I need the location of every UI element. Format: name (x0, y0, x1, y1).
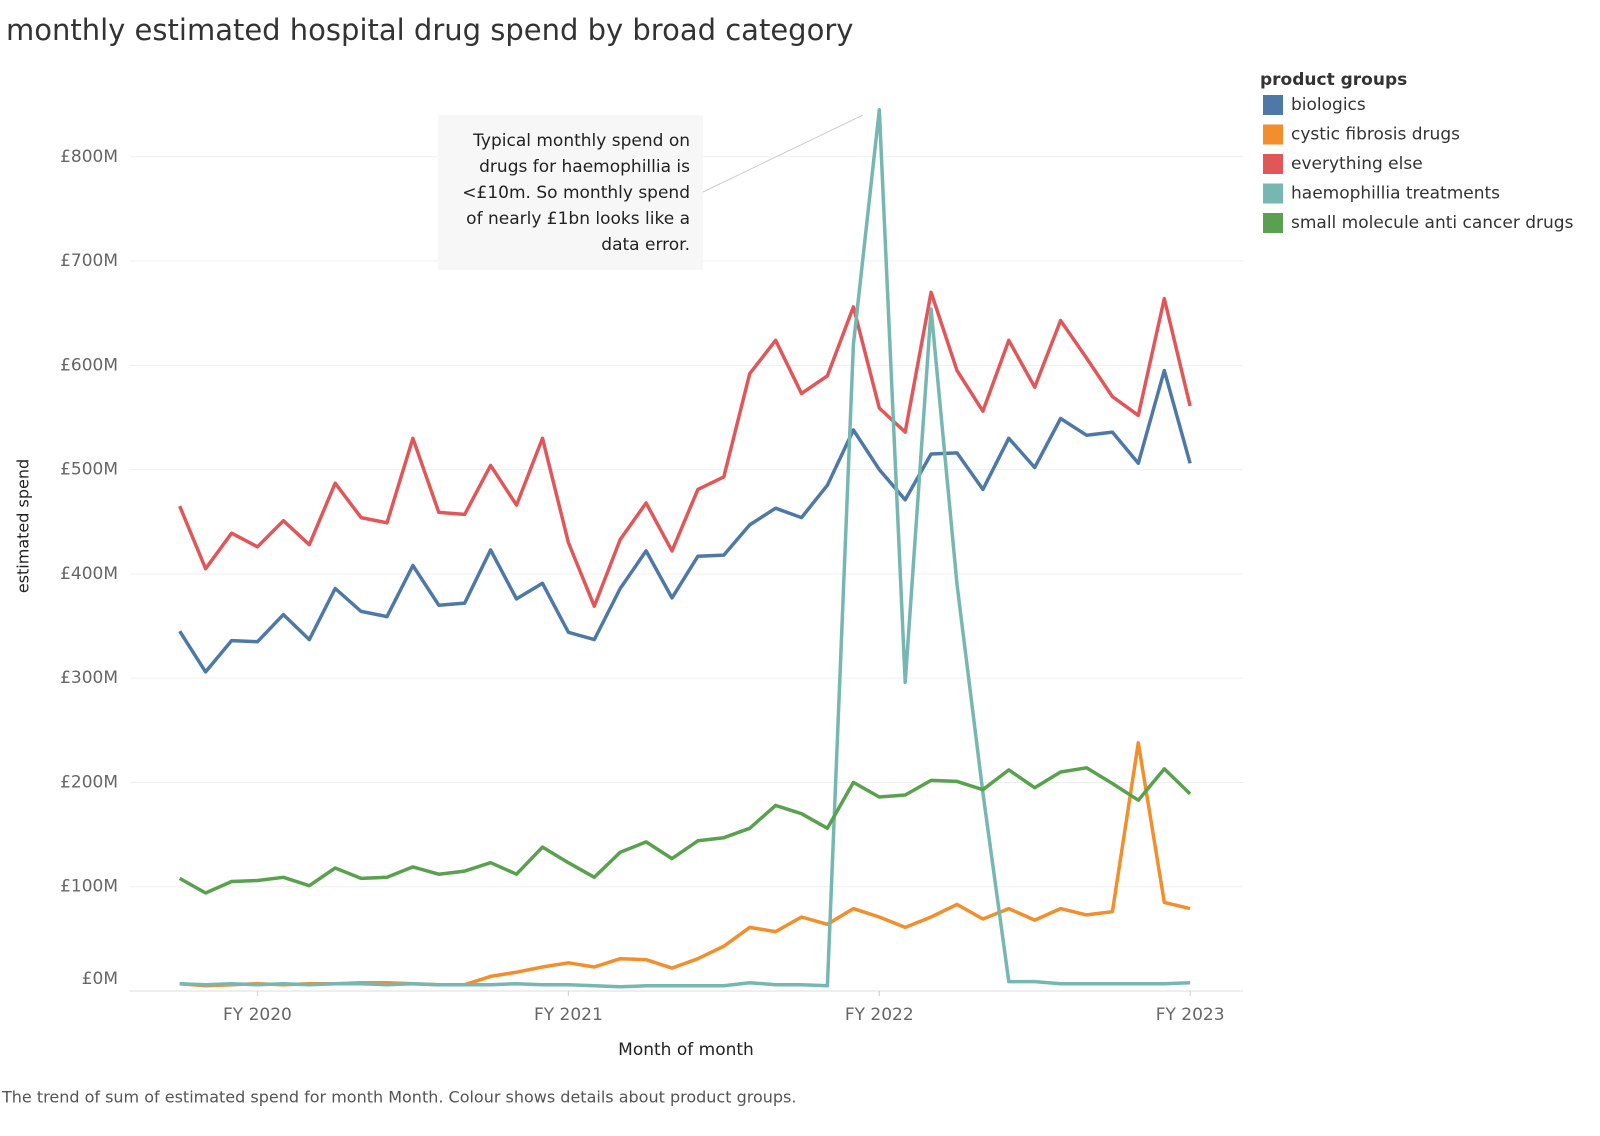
annotation-text: drugs for haemophillia is (479, 157, 690, 177)
chart-title: monthly estimated hospital drug spend by… (6, 13, 853, 47)
legend-swatch (1263, 213, 1283, 233)
y-tick-label: £700M (60, 251, 118, 271)
y-tick-label: £400M (60, 564, 118, 584)
series-line (178, 290, 1192, 608)
legend-swatch (1263, 95, 1283, 115)
series-line (179, 108, 1191, 989)
x-tick-label: FY 2021 (534, 1005, 603, 1025)
y-tick-label: £300M (60, 668, 118, 688)
annotation-text: Typical monthly spend on (472, 131, 690, 151)
y-tick-label: £600M (60, 355, 118, 375)
y-tick-label: £0M (82, 969, 118, 989)
annotation-box (438, 115, 703, 270)
legend-swatch (1263, 154, 1283, 174)
x-axis-title: Month of month (618, 1040, 754, 1060)
y-tick-label: £100M (60, 877, 118, 897)
legend-swatch (1263, 124, 1283, 145)
x-tick-label: FY 2023 (1156, 1005, 1225, 1025)
y-tick-label: £200M (60, 772, 118, 792)
legend-label: everything else (1291, 154, 1423, 174)
legend-swatch (1263, 183, 1283, 204)
caption: The trend of sum of estimated spend for … (1, 1088, 796, 1107)
legend-label: biologics (1291, 95, 1366, 115)
legend-label: haemophillia treatments (1291, 184, 1500, 204)
series-line (178, 368, 1192, 674)
legend-label: small molecule anti cancer drugs (1291, 213, 1574, 233)
annotation-connector (702, 114, 864, 193)
annotation-text: data error. (601, 235, 690, 255)
annotation-text: of nearly £1bn looks like a (466, 209, 690, 229)
legend-label: cystic fibrosis drugs (1291, 125, 1460, 145)
series-line (178, 766, 1192, 895)
series-line (179, 741, 1191, 988)
annotation-text: <£10m. So monthly spend (462, 183, 690, 203)
y-axis-title: estimated spend (14, 459, 33, 593)
x-tick-label: FY 2020 (223, 1005, 292, 1025)
x-tick-label: FY 2022 (845, 1005, 914, 1025)
y-tick-label: £500M (60, 460, 118, 480)
y-tick-label: £800M (60, 147, 118, 167)
legend-title: product groups (1260, 70, 1407, 90)
